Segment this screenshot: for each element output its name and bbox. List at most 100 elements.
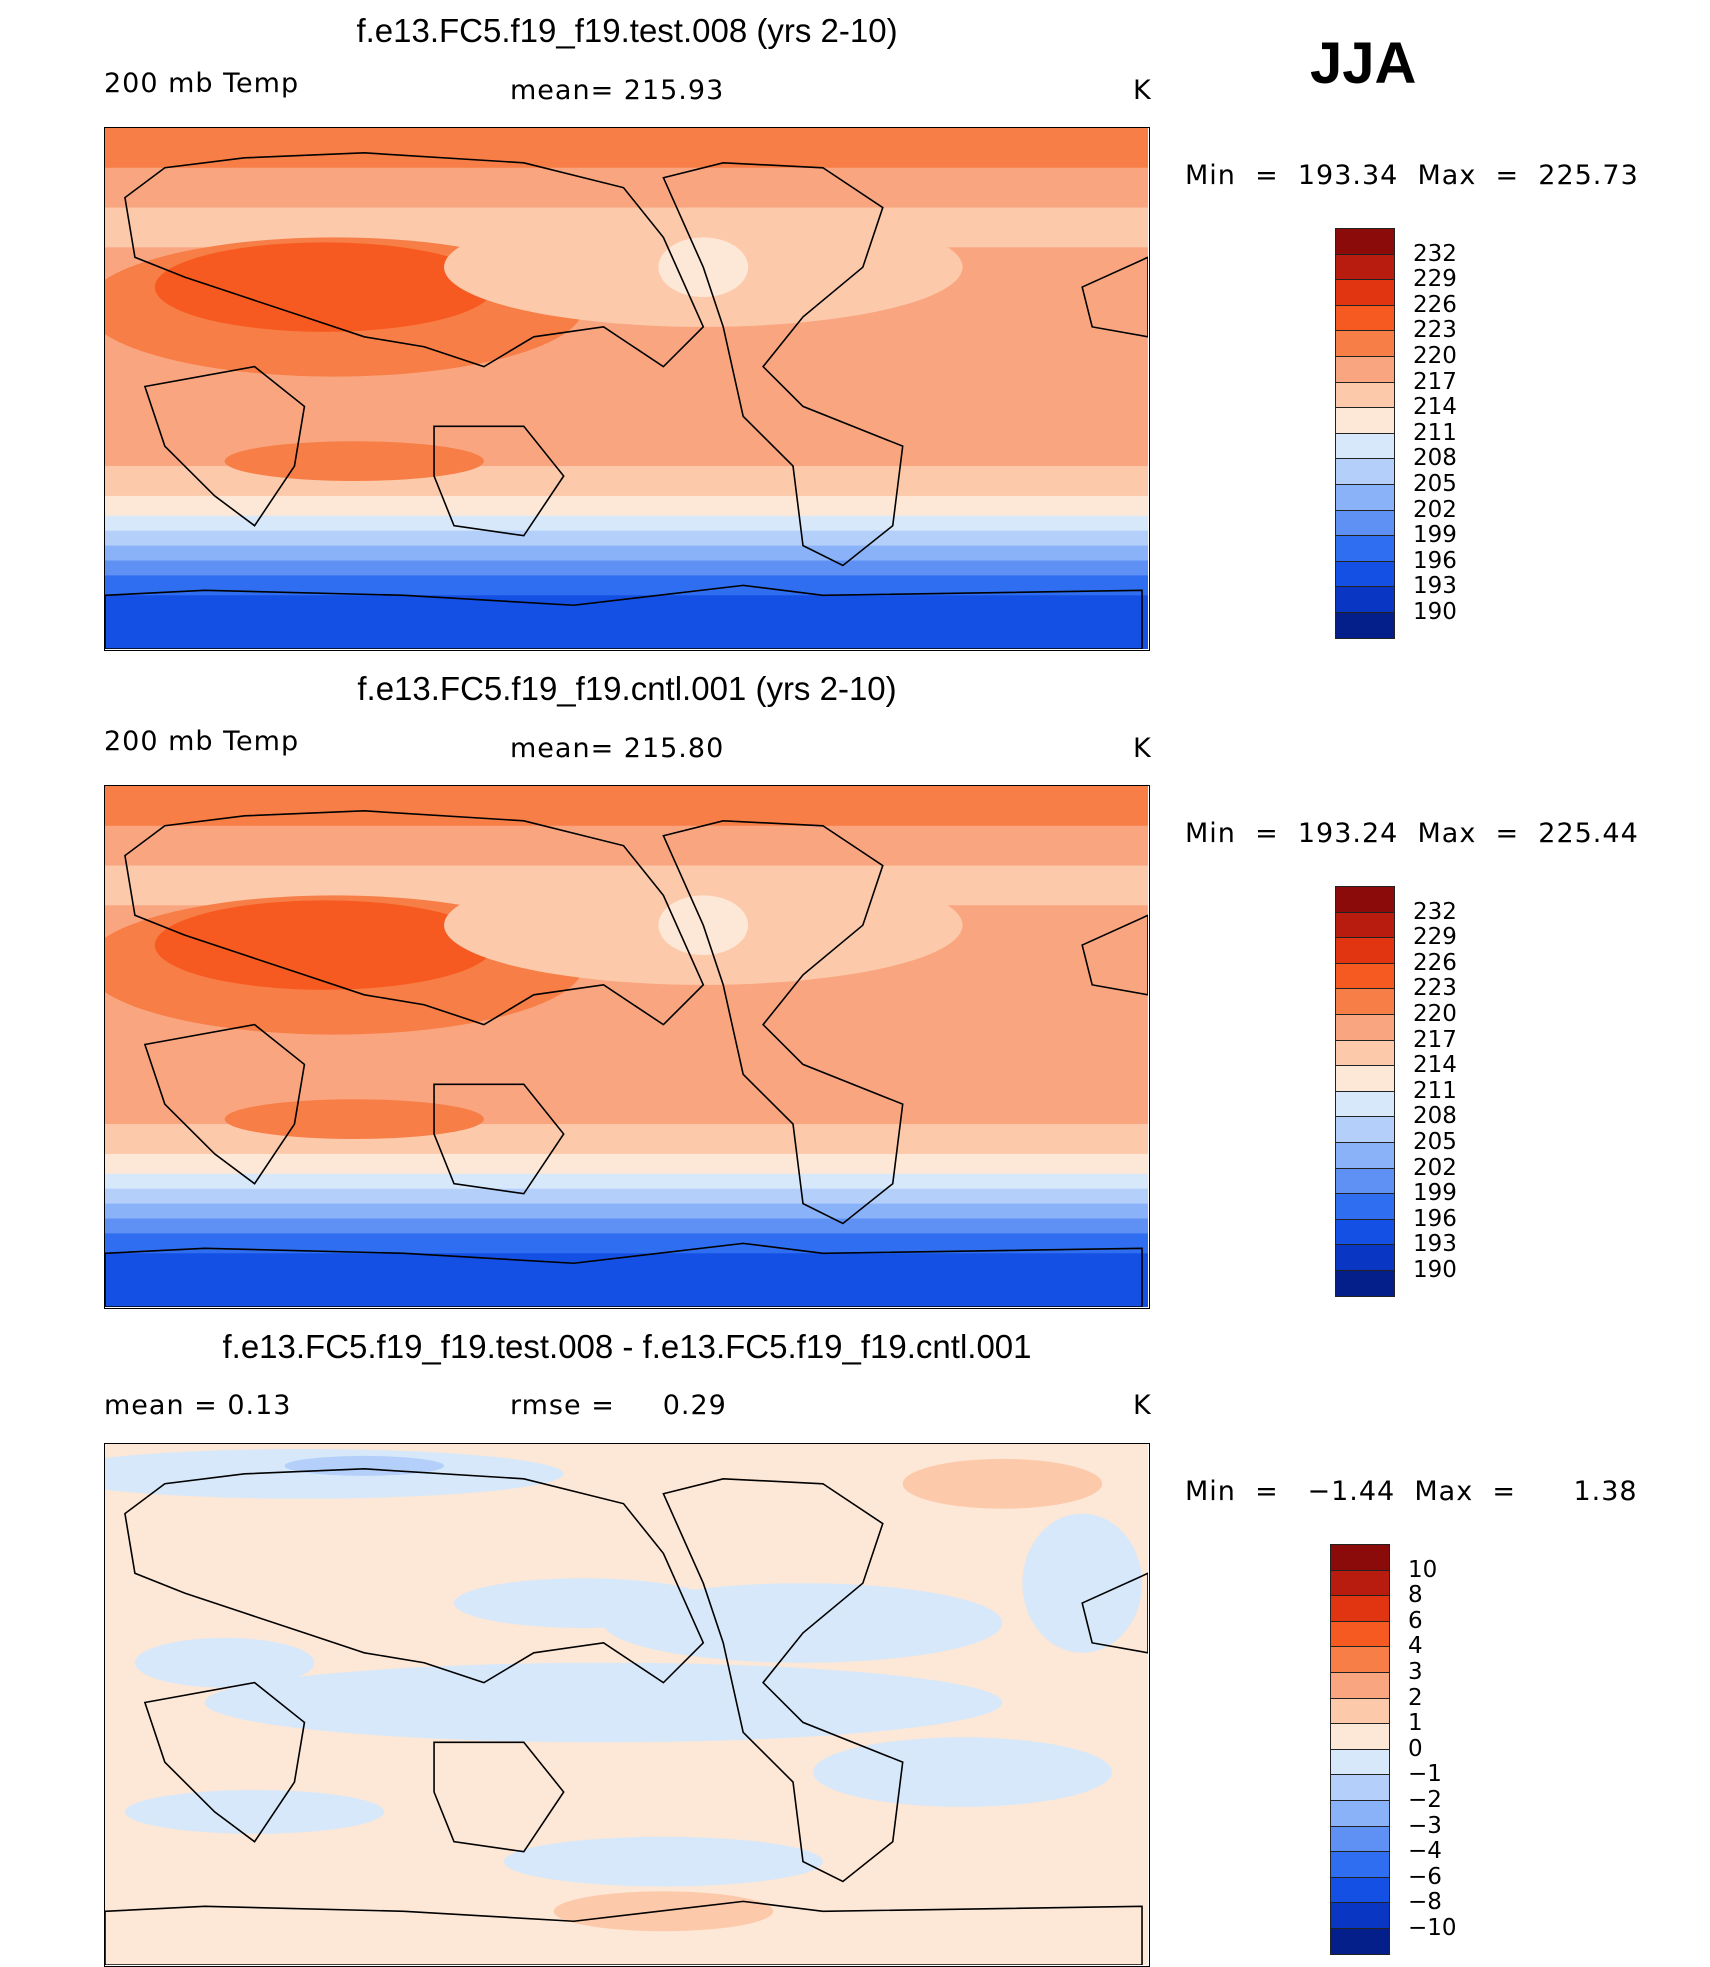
- contour-band: [105, 1203, 1148, 1220]
- panel-2-variable-label: 200 mb Temp: [104, 726, 300, 757]
- contour-negative-region: [134, 1637, 315, 1688]
- colorbar-tick-label: −3: [1408, 1812, 1442, 1839]
- contour-band: [105, 515, 1148, 532]
- colorbar-swatch: [1335, 1270, 1395, 1297]
- contour-arctic-band: [105, 786, 1148, 816]
- colorbar-swatch: [1335, 484, 1395, 511]
- contour-band: [105, 1253, 1148, 1307]
- colorbar-swatch: [1335, 1218, 1395, 1246]
- coastline: [124, 1468, 705, 1684]
- colorbar-swatch: [1335, 356, 1395, 383]
- colorbar-swatch: [1335, 1090, 1395, 1118]
- contour-band: [105, 560, 1148, 577]
- colorbar-tick-label: 1: [1408, 1710, 1423, 1737]
- panel-3-title: f.e13.FC5.f19_f19.test.008 - f.e13.FC5.f…: [222, 1328, 1032, 1365]
- colorbar-swatch: [1330, 1851, 1390, 1878]
- colorbar-swatch: [1335, 228, 1395, 255]
- colorbar-swatch: [1335, 381, 1395, 409]
- panel-2-contour-map: [105, 786, 1148, 1307]
- colorbar-tick-label: 220: [1413, 343, 1457, 369]
- colorbar-tick-label: 196: [1413, 1205, 1457, 1232]
- panel-2-unit-label: K: [1133, 733, 1152, 764]
- panel-1-title: f.e13.FC5.f19_f19.test.008 (yrs 2-10): [356, 12, 898, 49]
- colorbar-swatch: [1330, 1825, 1390, 1853]
- colorbar-swatch: [1330, 1569, 1390, 1597]
- coastline: [433, 425, 565, 537]
- contour-warm-core: [154, 242, 494, 332]
- contour-band: [105, 825, 1148, 867]
- coastline: [662, 161, 904, 567]
- colorbar-swatch: [1335, 1142, 1395, 1169]
- colorbar-tick-label: 202: [1413, 1154, 1457, 1181]
- colorbar-swatch: [1335, 962, 1395, 990]
- colorbar-tick-label: 208: [1413, 445, 1457, 472]
- colorbar-tick-label: 10: [1408, 1556, 1438, 1583]
- colorbar-tick-label: 193: [1413, 573, 1457, 600]
- colorbar-tick-label: −10: [1408, 1915, 1457, 1941]
- colorbar-swatch: [1335, 1167, 1395, 1195]
- panel-1-variable-label: 200 mb Temp: [104, 68, 300, 99]
- coastline: [105, 1242, 1143, 1307]
- contour-band: [105, 1173, 1148, 1190]
- coastline: [105, 584, 1143, 649]
- panel-3-unit-label: K: [1133, 1390, 1152, 1421]
- colorbar-swatch: [1330, 1697, 1390, 1725]
- panel-3-minmax: Min = −1.44 Max = 1.38: [1185, 1476, 1638, 1507]
- colorbar-swatch: [1335, 988, 1395, 1015]
- contour-negative-region: [1022, 1513, 1143, 1653]
- panel-3-contour-map: [105, 1444, 1148, 1965]
- coastline: [662, 1477, 904, 1883]
- colorbar-swatch: [1335, 253, 1395, 281]
- colorbar-tick-label: 4: [1408, 1633, 1423, 1660]
- colorbar-tick-label: 232: [1413, 240, 1457, 267]
- colorbar-tick-label: 232: [1413, 898, 1457, 925]
- colorbar-swatch: [1330, 1928, 1390, 1955]
- contour-negative-region: [204, 1662, 1003, 1743]
- colorbar-tick-label: 199: [1413, 1180, 1457, 1207]
- colorbar-tick-label: 223: [1413, 975, 1457, 1002]
- colorbar-tick-label: −1: [1408, 1761, 1442, 1788]
- contour-band: [105, 1153, 1148, 1175]
- colorbar-tick-label: −8: [1408, 1889, 1442, 1916]
- coastline: [1081, 914, 1148, 996]
- contour-band: [105, 530, 1148, 547]
- panel-2-minmax: Min = 193.24 Max = 225.44: [1185, 818, 1639, 849]
- colorbar-swatch: [1335, 1065, 1395, 1092]
- colorbar-swatch: [1335, 612, 1395, 639]
- colorbar-tick-label: 0: [1408, 1735, 1423, 1762]
- panel-1-mean-label: mean= 215.93: [510, 75, 725, 106]
- coastline: [124, 810, 705, 1026]
- colorbar-tick-label: 211: [1413, 419, 1457, 446]
- season-label: JJA: [1310, 31, 1417, 96]
- colorbar-swatch: [1335, 886, 1395, 913]
- colorbar-tick-label: 205: [1413, 471, 1457, 497]
- colorbar-tick-label: 229: [1413, 266, 1457, 293]
- colorbar-tick-label: 193: [1413, 1231, 1457, 1258]
- contour-warm-core: [154, 900, 494, 990]
- colorbar-tick-label: 190: [1413, 1257, 1457, 1283]
- panel-3-mean-label: mean = 0.13: [104, 1390, 292, 1421]
- contour-band: [105, 575, 1148, 597]
- contour-southern-warm: [224, 1099, 484, 1139]
- coastline: [1081, 256, 1148, 338]
- colorbar-swatch: [1335, 330, 1395, 357]
- colorbar-swatch: [1335, 1014, 1395, 1041]
- colorbar-swatch: [1330, 1672, 1390, 1699]
- colorbar-swatch: [1335, 407, 1395, 434]
- contour-negative-region: [124, 1790, 385, 1834]
- panel-3-rmse-label: rmse = 0.29: [510, 1390, 727, 1421]
- colorbar-swatch: [1335, 1039, 1395, 1067]
- colorbar-swatch: [1335, 535, 1395, 562]
- coastline: [143, 1681, 306, 1843]
- colorbar-tick-label: 199: [1413, 522, 1457, 549]
- colorbar-tick-label: 211: [1413, 1077, 1457, 1104]
- colorbar-swatch: [1330, 1774, 1390, 1801]
- colorbar-swatch: [1335, 509, 1395, 537]
- colorbar-tick-label: −6: [1408, 1863, 1442, 1890]
- colorbar-tick-label: 205: [1413, 1129, 1457, 1155]
- contour-band: [105, 1188, 1148, 1205]
- colorbar-swatch: [1335, 1244, 1395, 1271]
- coastline: [143, 365, 306, 527]
- colorbar-tick-label: 6: [1408, 1607, 1423, 1634]
- colorbar-tick-label: 220: [1413, 1001, 1457, 1027]
